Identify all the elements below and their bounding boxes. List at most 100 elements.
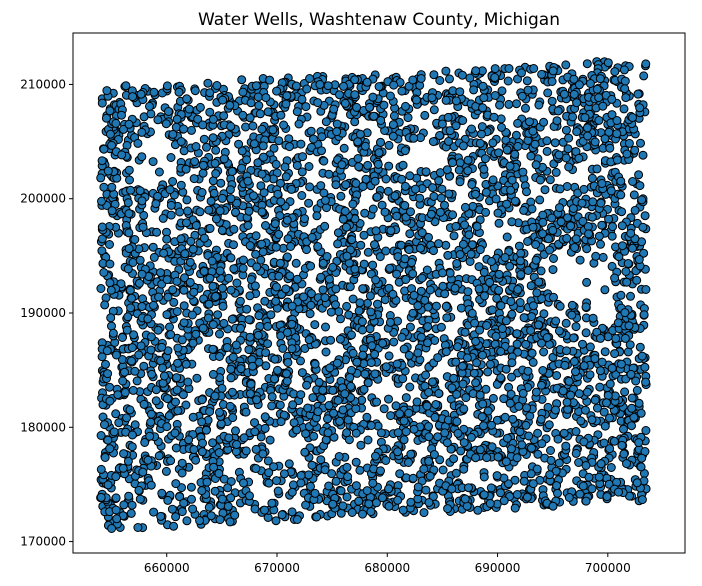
data-point — [463, 166, 473, 176]
data-point — [571, 367, 580, 377]
data-point — [475, 138, 485, 148]
data-point — [481, 187, 491, 197]
data-point — [457, 70, 467, 80]
data-point — [455, 158, 465, 168]
data-point — [605, 143, 615, 153]
data-point — [619, 104, 629, 114]
data-point — [157, 342, 167, 352]
data-point — [393, 447, 403, 457]
data-point — [553, 434, 563, 444]
data-point — [166, 210, 176, 220]
data-point — [417, 273, 427, 283]
data-point — [307, 232, 317, 242]
data-point — [464, 230, 474, 240]
data-point — [250, 281, 260, 291]
data-point — [539, 347, 549, 357]
data-point — [579, 437, 589, 447]
data-point — [475, 445, 485, 455]
data-point — [137, 196, 147, 206]
data-point — [260, 412, 270, 422]
data-point — [616, 290, 626, 300]
data-point — [251, 464, 261, 473]
data-point — [363, 247, 373, 257]
data-point — [481, 384, 491, 394]
data-point — [199, 266, 209, 276]
data-point — [452, 417, 462, 426]
data-point — [127, 343, 137, 353]
data-point — [303, 403, 313, 413]
data-point — [231, 426, 240, 436]
data-point — [478, 350, 487, 360]
data-point — [107, 524, 117, 533]
data-point — [276, 417, 286, 427]
data-point — [107, 182, 117, 192]
data-point — [530, 139, 540, 149]
data-point — [490, 64, 500, 74]
data-point — [354, 496, 364, 506]
data-point — [641, 285, 651, 294]
data-point — [372, 397, 382, 407]
data-point — [617, 207, 627, 217]
data-point — [317, 132, 327, 142]
data-point — [564, 376, 574, 386]
data-point — [126, 303, 136, 313]
data-point — [564, 133, 574, 143]
data-point — [331, 180, 341, 190]
data-point — [378, 338, 388, 348]
data-point — [379, 404, 389, 414]
data-point — [300, 447, 310, 457]
data-point — [271, 296, 281, 306]
data-point — [237, 163, 247, 173]
data-point — [197, 417, 207, 427]
data-point — [607, 261, 617, 271]
data-point — [211, 145, 221, 155]
data-point — [517, 68, 526, 78]
data-point — [125, 285, 135, 295]
data-point — [600, 421, 610, 431]
data-point — [184, 104, 194, 114]
data-point — [324, 274, 334, 284]
data-point — [323, 428, 333, 438]
data-point — [205, 88, 215, 98]
data-point — [163, 292, 173, 302]
data-point — [329, 408, 338, 418]
data-point — [321, 117, 331, 127]
data-point — [459, 438, 469, 448]
data-point — [224, 273, 234, 283]
data-point — [455, 177, 465, 187]
data-point — [148, 242, 158, 252]
data-point — [482, 321, 492, 330]
data-point — [550, 138, 560, 148]
data-point — [325, 363, 335, 373]
data-point — [254, 311, 264, 321]
data-point — [587, 212, 597, 222]
data-point — [445, 268, 455, 278]
data-point — [282, 376, 292, 386]
data-point — [388, 120, 398, 130]
data-point — [238, 255, 248, 265]
data-point — [366, 421, 376, 430]
data-point — [417, 228, 427, 238]
data-point — [458, 361, 467, 371]
data-point — [217, 225, 227, 235]
data-point — [416, 243, 425, 253]
data-point — [403, 113, 413, 123]
data-point — [335, 90, 344, 100]
data-point — [506, 297, 516, 306]
data-point — [371, 275, 381, 285]
data-point — [599, 407, 609, 417]
data-point — [590, 395, 600, 405]
data-point — [329, 104, 339, 114]
data-point — [238, 110, 248, 120]
data-point — [245, 389, 255, 399]
data-point — [182, 94, 192, 104]
data-point — [571, 427, 581, 436]
data-point — [363, 160, 373, 170]
data-point — [632, 275, 642, 285]
data-point — [267, 498, 277, 508]
data-point — [138, 467, 148, 477]
data-point — [488, 175, 498, 185]
data-point — [215, 266, 225, 276]
data-point — [431, 400, 441, 409]
